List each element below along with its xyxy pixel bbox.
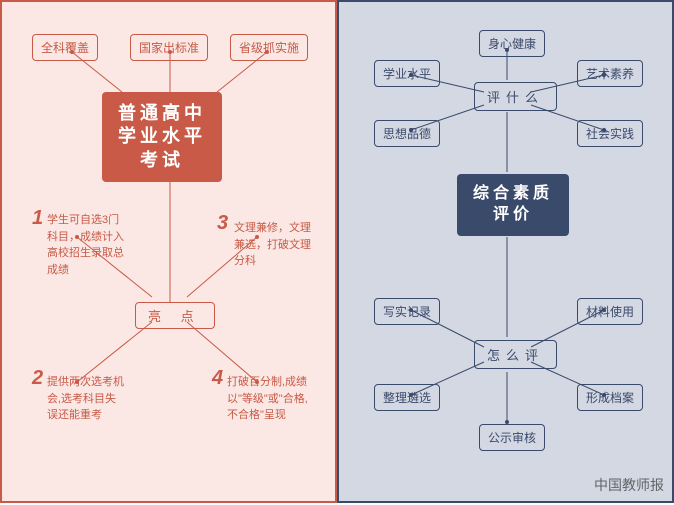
right-hub: 综合素质 评价 xyxy=(457,174,569,236)
pill-social: 社会实践 xyxy=(577,120,643,147)
highlight-label: 亮 点 xyxy=(135,302,215,329)
left-panel: 全科覆盖 国家出标准 省级抓实施 普通高中 学业水平 考试 1 学生可自选3门科… xyxy=(0,0,337,503)
right-panel: 身心健康 学业水平 艺术素养 评什么 思想品德 社会实践 综合素质 评价 写实记… xyxy=(337,0,674,503)
pill-moral: 思想品德 xyxy=(374,120,440,147)
pill-archive: 形成档案 xyxy=(577,384,643,411)
pill-academic: 学业水平 xyxy=(374,60,440,87)
watermark: 中国教师报 xyxy=(594,475,664,495)
num-3: 3 xyxy=(217,212,228,235)
pill-record: 写实记录 xyxy=(374,298,440,325)
pill-implement: 省级抓实施 xyxy=(230,34,308,61)
pill-sort: 整理遴选 xyxy=(374,384,440,411)
sub2-label: 怎么评 xyxy=(474,340,557,369)
num-1: 1 xyxy=(32,207,43,230)
left-hub: 普通高中 学业水平 考试 xyxy=(102,92,222,182)
sub1-label: 评什么 xyxy=(474,82,557,111)
num-2: 2 xyxy=(32,367,43,390)
pill-coverage: 全科覆盖 xyxy=(32,34,98,61)
pill-material: 材料使用 xyxy=(577,298,643,325)
text-1: 学生可自选3门科目，成绩计入高校招生录取总成绩 xyxy=(47,212,127,278)
pill-art: 艺术素养 xyxy=(577,60,643,87)
pill-standard: 国家出标准 xyxy=(130,34,208,61)
text-4: 打破百分制,成绩以"等级"或"合格,不合格"呈现 xyxy=(227,374,315,424)
num-4: 4 xyxy=(212,367,223,390)
text-3: 文理兼修，文理兼选，打破文理分科 xyxy=(234,220,314,270)
pill-public: 公示审核 xyxy=(479,424,545,451)
pill-health: 身心健康 xyxy=(479,30,545,57)
text-2: 提供两次选考机会,选考科目失误还能重考 xyxy=(47,374,127,424)
